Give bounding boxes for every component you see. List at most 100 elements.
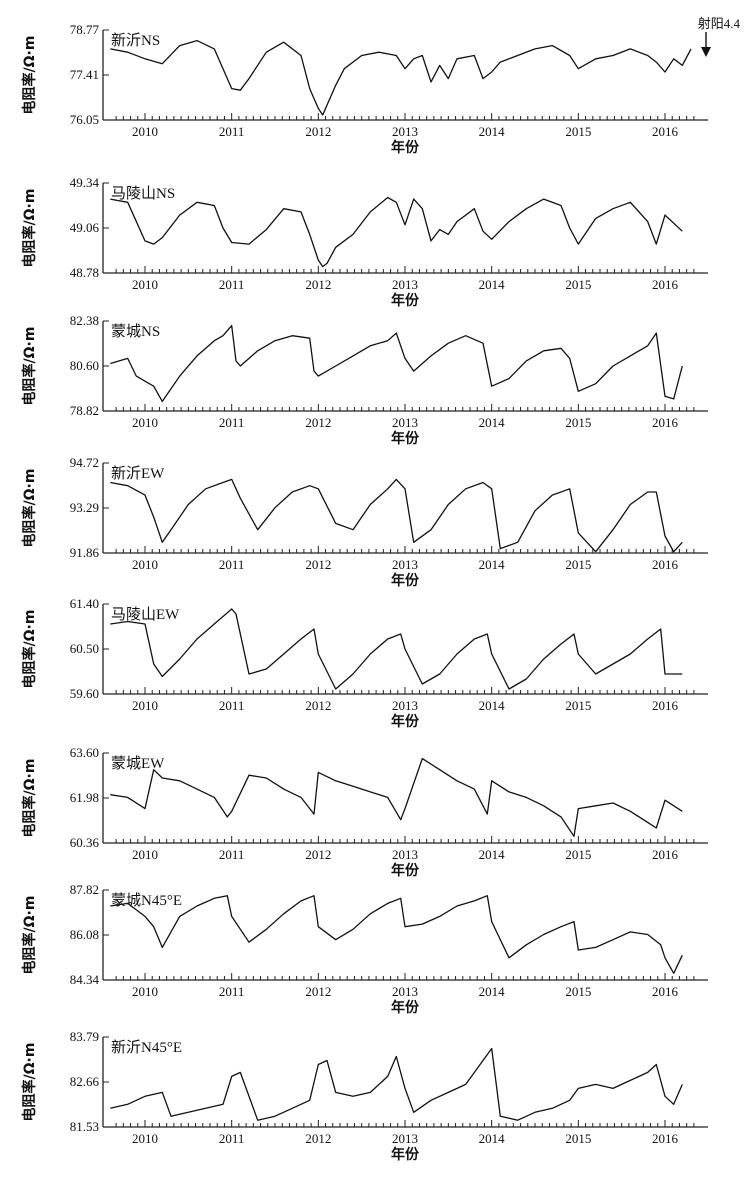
x-tick-label: 2014 [479, 415, 506, 430]
panel-title: 马陵山EW [111, 606, 180, 623]
y-tick-label: 91.86 [70, 545, 100, 560]
chart-panel-1: 76.05 77.41 78.77 2010 2011 2012 2013 2014 2015 2… [21, 16, 740, 156]
x-axis-label: 年份 [391, 139, 420, 156]
x-tick-label: 2012 [305, 847, 331, 862]
x-tick-label: 2013 [392, 698, 418, 713]
series-line-1 [110, 1047, 683, 1121]
x-axis-label: 年份 [391, 430, 420, 447]
x-tick-label: 2010 [132, 124, 158, 139]
series-line-1 [110, 608, 683, 690]
x-tick-label: 2014 [479, 557, 506, 572]
y-tick-label: 78.82 [70, 403, 99, 418]
y-tick-label: 94.72 [70, 455, 99, 470]
x-tick-label: 2013 [392, 557, 418, 572]
chart-panel-6: 60.36 61.98 63.60 2010 2011 2012 2013 2014 2015 2… [21, 745, 708, 879]
x-tick-label: 2011 [219, 847, 245, 862]
annotation-label: 射阳4.4 [698, 16, 741, 31]
panel-title: 新沂NS [111, 32, 160, 49]
x-tick-label: 2013 [392, 415, 418, 430]
y-tick-label: 87.82 [70, 882, 99, 897]
series-line-1 [110, 478, 683, 553]
chart-panel-4: 91.86 93.29 94.72 2010 2011 2012 2013 2014 2015 2… [21, 455, 708, 589]
y-tick-label: 76.05 [70, 112, 99, 127]
panel-title: 马陵山NS [111, 185, 175, 202]
series-line-1 [110, 39, 692, 116]
y-tick-label: 48.78 [70, 265, 99, 280]
series-line-1 [110, 196, 683, 268]
x-tick-label: 2011 [219, 1131, 245, 1146]
panel-title: 新沂N45°E [111, 1039, 182, 1056]
y-tick-label: 59.60 [70, 686, 99, 701]
x-tick-label: 2012 [305, 1131, 331, 1146]
y-tick-label: 84.34 [70, 972, 100, 987]
y-axis-label: 电阻率/Ω·m [21, 759, 38, 838]
x-tick-label: 2016 [652, 415, 679, 430]
x-tick-label: 2013 [392, 847, 418, 862]
y-tick-label: 49.34 [70, 175, 100, 190]
panel-title: 蒙城N45°E [111, 892, 182, 909]
x-tick-label: 2011 [219, 557, 245, 572]
y-tick-label: 61.98 [70, 790, 99, 805]
x-tick-label: 2014 [479, 698, 506, 713]
y-axis-label: 电阻率/Ω·m [21, 189, 38, 268]
x-tick-label: 2010 [132, 277, 158, 292]
y-tick-label: 61.40 [70, 596, 99, 611]
x-tick-label: 2011 [219, 698, 245, 713]
x-tick-label: 2011 [219, 984, 245, 999]
x-tick-label: 2012 [305, 415, 331, 430]
x-tick-label: 2016 [652, 124, 679, 139]
series-line-1 [110, 757, 683, 837]
y-tick-label: 63.60 [70, 745, 99, 760]
x-tick-label: 2010 [132, 847, 158, 862]
x-tick-label: 2010 [132, 984, 158, 999]
x-tick-label: 2014 [479, 124, 506, 139]
panel-title: 新沂EW [111, 465, 165, 482]
y-tick-label: 81.53 [70, 1119, 99, 1134]
y-tick-label: 80.60 [70, 358, 99, 373]
x-tick-label: 2013 [392, 1131, 418, 1146]
y-axis-label: 电阻率/Ω·m [21, 610, 38, 689]
x-tick-label: 2012 [305, 698, 331, 713]
x-tick-label: 2012 [305, 277, 331, 292]
y-axis-label: 电阻率/Ω·m [21, 327, 38, 406]
y-axis-label: 电阻率/Ω·m [21, 469, 38, 548]
x-tick-label: 2015 [565, 124, 591, 139]
y-tick-label: 49.06 [70, 220, 100, 235]
x-tick-label: 2016 [652, 277, 679, 292]
x-tick-label: 2013 [392, 277, 418, 292]
y-axis-label: 电阻率/Ω·m [21, 1043, 38, 1122]
x-axis-label: 年份 [391, 292, 420, 309]
x-tick-label: 2016 [652, 984, 679, 999]
x-tick-label: 2014 [479, 984, 506, 999]
x-tick-label: 2010 [132, 698, 158, 713]
y-tick-label: 82.66 [70, 1074, 100, 1089]
series-line-1 [110, 895, 683, 974]
x-axis-label: 年份 [391, 713, 420, 730]
x-tick-label: 2011 [219, 124, 245, 139]
x-axis-label: 年份 [391, 862, 420, 879]
x-tick-label: 2014 [479, 847, 506, 862]
x-tick-label: 2010 [132, 557, 158, 572]
y-tick-label: 77.41 [70, 67, 99, 82]
chart-panel-8: 81.53 82.66 83.79 2010 2011 2012 2013 2014 2015 2… [21, 1029, 708, 1163]
y-axis-label: 电阻率/Ω·m [21, 36, 38, 115]
panel-title: 蒙城NS [111, 323, 160, 340]
x-tick-label: 2015 [565, 847, 591, 862]
x-tick-label: 2015 [565, 1131, 591, 1146]
x-tick-label: 2015 [565, 277, 591, 292]
x-tick-label: 2015 [565, 984, 591, 999]
x-tick-label: 2015 [565, 415, 591, 430]
x-tick-label: 2016 [652, 557, 679, 572]
y-tick-label: 82.38 [70, 313, 99, 328]
x-tick-label: 2015 [565, 557, 591, 572]
x-tick-label: 2012 [305, 124, 331, 139]
x-tick-label: 2016 [652, 847, 679, 862]
x-tick-label: 2010 [132, 1131, 158, 1146]
x-tick-label: 2011 [219, 415, 245, 430]
annotation-arrow-head [701, 47, 711, 57]
x-tick-label: 2016 [652, 698, 679, 713]
x-tick-label: 2014 [479, 1131, 506, 1146]
x-tick-label: 2010 [132, 415, 158, 430]
chart-panel-7: 84.34 86.08 87.82 2010 2011 2012 2013 2014 2015 2… [21, 882, 708, 1016]
